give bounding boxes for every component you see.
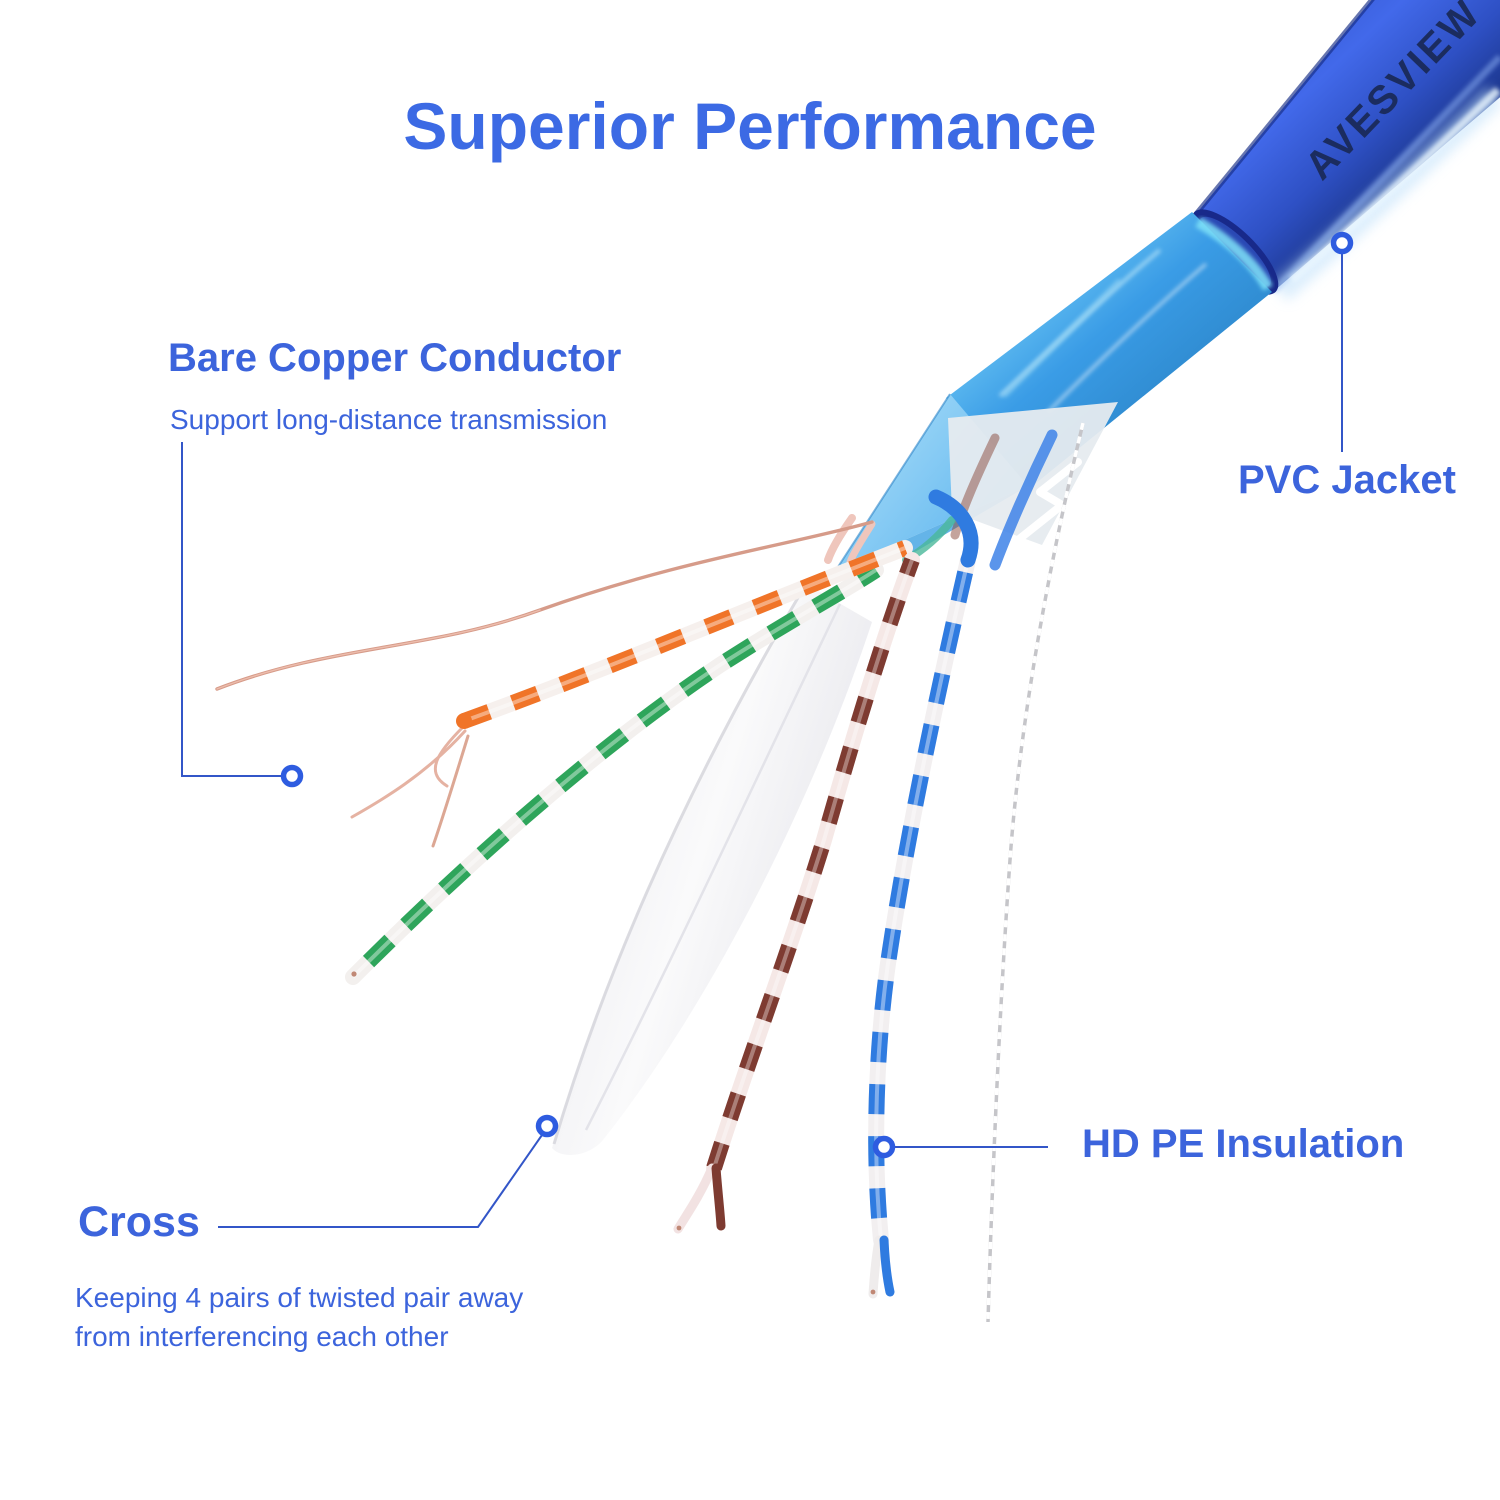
marker-pvc-jacket [1330, 231, 1354, 255]
rip-cord-graphic [986, 422, 1085, 1323]
label-pvc-jacket: PVC Jacket [1238, 458, 1456, 502]
green-white-pair [345, 562, 884, 985]
brown-white-pair [673, 552, 920, 1234]
page-title: Superior Performance [403, 89, 1097, 163]
label-hd-pe-insulation: HD PE Insulation [1082, 1122, 1405, 1166]
marker-hd-pe [872, 1135, 896, 1159]
bare-copper-graphic [215, 520, 874, 848]
label-cross: Cross [78, 1198, 200, 1246]
label-bare-copper-conductor: Bare Copper Conductor [168, 336, 622, 380]
marker-bare-copper [280, 764, 304, 788]
marker-cross [535, 1114, 559, 1138]
cross-description-line1: Keeping 4 pairs of twisted pair away [75, 1282, 524, 1313]
label-bare-copper-description: Support long-distance transmission [170, 404, 608, 435]
leader-cross [218, 1134, 543, 1228]
leader-lines [181, 254, 1343, 1228]
cross-spline-graphic [552, 583, 872, 1155]
cross-description-line2: from interferencing each other [75, 1321, 449, 1352]
point-markers [280, 231, 1354, 1159]
leader-bare-copper [181, 442, 281, 777]
label-cross-description: Keeping 4 pairs of twisted pair away fro… [75, 1278, 523, 1356]
orange-white-pair [456, 540, 913, 729]
